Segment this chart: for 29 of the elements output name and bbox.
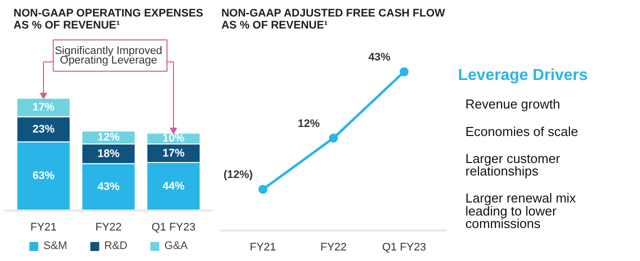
- data-label: 18%: [97, 148, 120, 160]
- data-label: 43%: [368, 52, 391, 64]
- data-label: 63%: [32, 170, 55, 182]
- data-label: 17%: [162, 147, 185, 160]
- chart-title: NON-GAAP ADJUSTED FREE CASH FLOW AS % OF REVENUE¹: [221, 8, 446, 32]
- data-label: 12%: [298, 118, 320, 130]
- legend-label: R&D: [104, 240, 128, 252]
- text: Economies of scale: [465, 124, 578, 139]
- legend-label: G&A: [164, 240, 188, 252]
- text: Significantly Improved Operating Leverage: [54, 44, 162, 66]
- data-label: (12%): [223, 169, 254, 182]
- data-label: 17%: [32, 102, 55, 114]
- x-tick-label: Q1 FY23: [151, 222, 196, 234]
- chart-title: NON-GAAP OPERATING EXPENSES AS % OF REVENUE¹: [14, 8, 204, 32]
- data-label: 44%: [162, 180, 185, 193]
- text: Larger customer relationships: [465, 150, 561, 179]
- data-label: 23%: [32, 123, 55, 136]
- data-label: 10%: [162, 132, 185, 145]
- text: Leverage Drivers: [458, 66, 588, 84]
- x-tick-label: FY22: [320, 242, 347, 254]
- text: Revenue growth: [465, 96, 560, 112]
- x-tick-label: Q1 FY23: [382, 242, 426, 254]
- data-label: 43%: [97, 181, 120, 194]
- x-tick-label: FY22: [95, 222, 122, 234]
- x-tick-label: FY21: [30, 222, 57, 234]
- legend-label: S&M: [43, 240, 68, 252]
- data-label: 12%: [97, 131, 120, 144]
- x-tick-label: FY21: [250, 242, 276, 254]
- text: Larger renewal mix leading to lower commissions: [465, 190, 576, 231]
